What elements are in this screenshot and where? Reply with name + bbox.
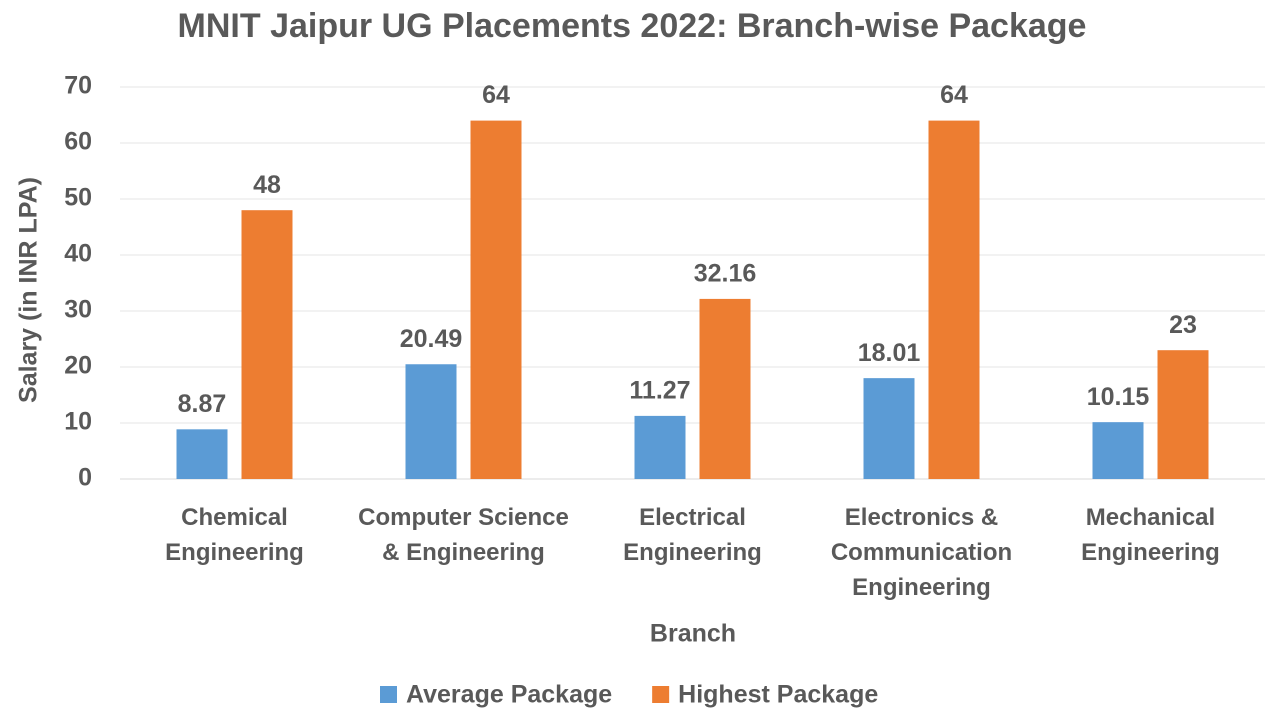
data-label: 10.15 [1087,383,1150,411]
data-label: 23 [1169,311,1197,339]
y-tick-label: 50 [64,184,92,212]
data-label: 18.01 [858,339,921,367]
legend-swatch [652,686,670,703]
bar [863,378,915,479]
data-label: 64 [482,81,510,109]
x-tick-label: Computer Science & Engineering [358,504,569,566]
legend-label: Highest Package [678,681,878,709]
x-axis-label: Branch [650,620,736,648]
bar [928,120,980,479]
y-tick-label: 0 [78,464,92,492]
legend-swatch [380,686,397,703]
bar [176,429,228,479]
bar [470,120,522,479]
y-tick-label: 60 [64,128,92,156]
y-tick-label: 10 [64,408,92,436]
x-tick-label: Chemical Engineering [165,504,304,566]
bar [699,298,751,479]
data-label: 8.87 [178,390,227,418]
y-tick-label: 70 [64,72,92,100]
data-label: 20.49 [400,325,463,353]
data-label: 11.27 [629,376,690,404]
bar [241,210,293,479]
y-axis-label: Salary (in INR LPA) [15,177,43,403]
bar [1157,350,1209,479]
bar [405,364,457,479]
x-tick-label: Mechanical Engineering [1081,504,1220,566]
data-label: 48 [253,171,281,199]
data-label: 32.16 [694,260,757,288]
y-tick-label: 30 [64,296,92,324]
y-tick-label: 20 [64,352,92,380]
x-tick-label: Electrical Engineering [623,504,762,566]
legend-label: Average Package [406,681,612,709]
y-tick-label: 40 [64,240,92,268]
x-tick-label: Electronics & Communication Engineering [830,504,1013,601]
bar [634,415,686,479]
data-label: 64 [940,81,968,109]
chart-title: MNIT Jaipur UG Placements 2022: Branch-w… [178,7,1087,45]
bar [1092,422,1144,479]
